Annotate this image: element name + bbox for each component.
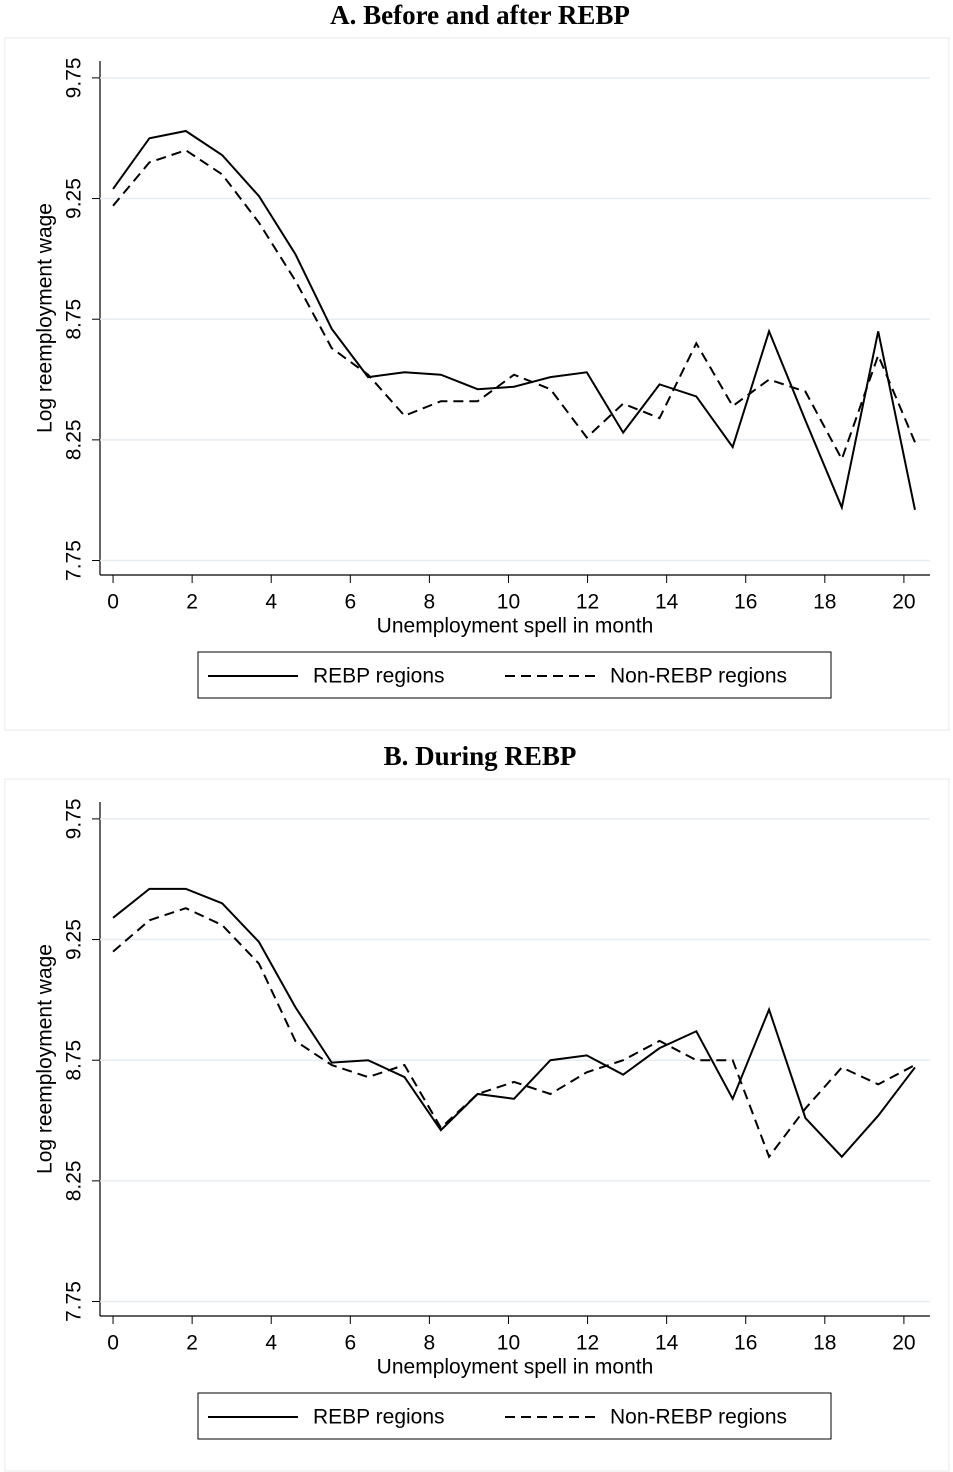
x-tick-label: 18 xyxy=(813,591,836,614)
series-line xyxy=(112,907,916,1159)
x-tick-label: 2 xyxy=(186,591,198,614)
x-tick-label: 2 xyxy=(186,1332,198,1355)
x-tick-label: 16 xyxy=(734,591,757,614)
x-tick-label: 6 xyxy=(344,1332,356,1355)
x-tick-label: 8 xyxy=(424,1332,436,1355)
panel: A. Before and after REBP 7.75 8.25 8.75 9.25… xyxy=(4,0,950,731)
series-line xyxy=(112,129,916,511)
x-tick-label: 0 xyxy=(107,591,119,614)
y-tick-label: 8.25 xyxy=(63,419,86,460)
chart-title: B. During REBP xyxy=(384,741,577,771)
y-tick-label: 8.25 xyxy=(63,1160,86,1201)
y-tick-label: 8.75 xyxy=(63,1040,86,1081)
x-tick-label: 8 xyxy=(424,591,436,614)
y-tick-label: 7.75 xyxy=(63,1281,86,1322)
legend-label: REBP regions xyxy=(313,1406,445,1429)
y-tick-label: 9.25 xyxy=(63,178,86,219)
series-line xyxy=(112,149,916,462)
x-tick-label: 16 xyxy=(734,1332,757,1355)
x-tick-label: 0 xyxy=(107,1332,119,1355)
panel-frame xyxy=(4,778,950,1472)
y-axis-label: Log reemployment wage xyxy=(34,203,57,433)
x-tick-label: 20 xyxy=(892,1332,915,1355)
panel: B. During REBP 7.75 8.25 8.75 9.25 9.75 0 2 4 6 8 1… xyxy=(4,741,950,1472)
x-tick-label: 4 xyxy=(265,1332,277,1355)
y-tick-label: 7.75 xyxy=(63,540,86,581)
x-tick-label: 4 xyxy=(265,591,277,614)
chart-title: A. Before and after REBP xyxy=(330,0,630,30)
y-tick-label: 9.75 xyxy=(63,798,86,839)
x-tick-label: 10 xyxy=(497,591,520,614)
y-tick-label: 9.75 xyxy=(63,57,86,98)
legend-label: REBP regions xyxy=(313,665,445,688)
series-line xyxy=(112,887,916,1159)
x-tick-label: 6 xyxy=(344,591,356,614)
legend-label: Non-REBP regions xyxy=(610,1406,787,1429)
legend-label: Non-REBP regions xyxy=(610,665,787,688)
x-tick-label: 14 xyxy=(655,1332,679,1355)
panel-frame xyxy=(4,37,950,731)
x-tick-label: 14 xyxy=(655,591,679,614)
x-axis-label: Unemployment spell in month xyxy=(377,1356,654,1379)
x-tick-label: 20 xyxy=(892,591,915,614)
y-tick-label: 9.25 xyxy=(63,919,86,960)
x-axis-label: Unemployment spell in month xyxy=(377,615,654,638)
x-tick-label: 10 xyxy=(497,1332,520,1355)
x-tick-label: 12 xyxy=(576,1332,599,1355)
x-tick-label: 12 xyxy=(576,591,599,614)
y-tick-label: 8.75 xyxy=(63,299,86,340)
x-tick-label: 18 xyxy=(813,1332,836,1355)
y-axis-label: Log reemployment wage xyxy=(34,944,57,1174)
